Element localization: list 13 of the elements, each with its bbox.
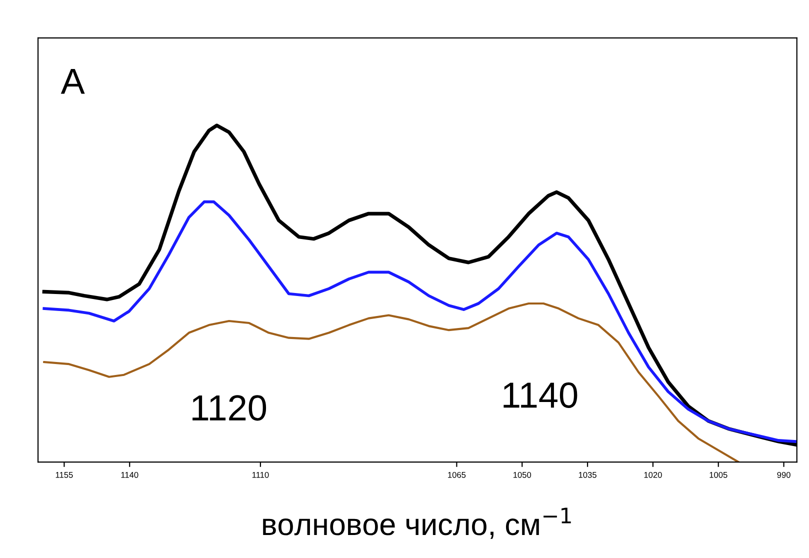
x-tick-label: 1050 [513, 472, 532, 478]
annotation: 1140 [504, 382, 578, 408]
x-tick-label: 1020 [644, 472, 662, 478]
x-tick-label: 990 [777, 472, 790, 478]
x-tick-label: 1065 [448, 472, 466, 478]
x-tick-label: 1140 [121, 472, 138, 478]
annotation: 1120 [192, 395, 266, 421]
x-tick-label: 1005 [710, 472, 728, 478]
x-tick-label: 1110 [252, 472, 269, 478]
x-axis-title: волновое число, см$^{−1}$ [263, 508, 571, 539]
x-tick-label: 1035 [578, 472, 596, 478]
text: A [60, 68, 85, 94]
x-tick-label: 1155 [56, 472, 73, 478]
